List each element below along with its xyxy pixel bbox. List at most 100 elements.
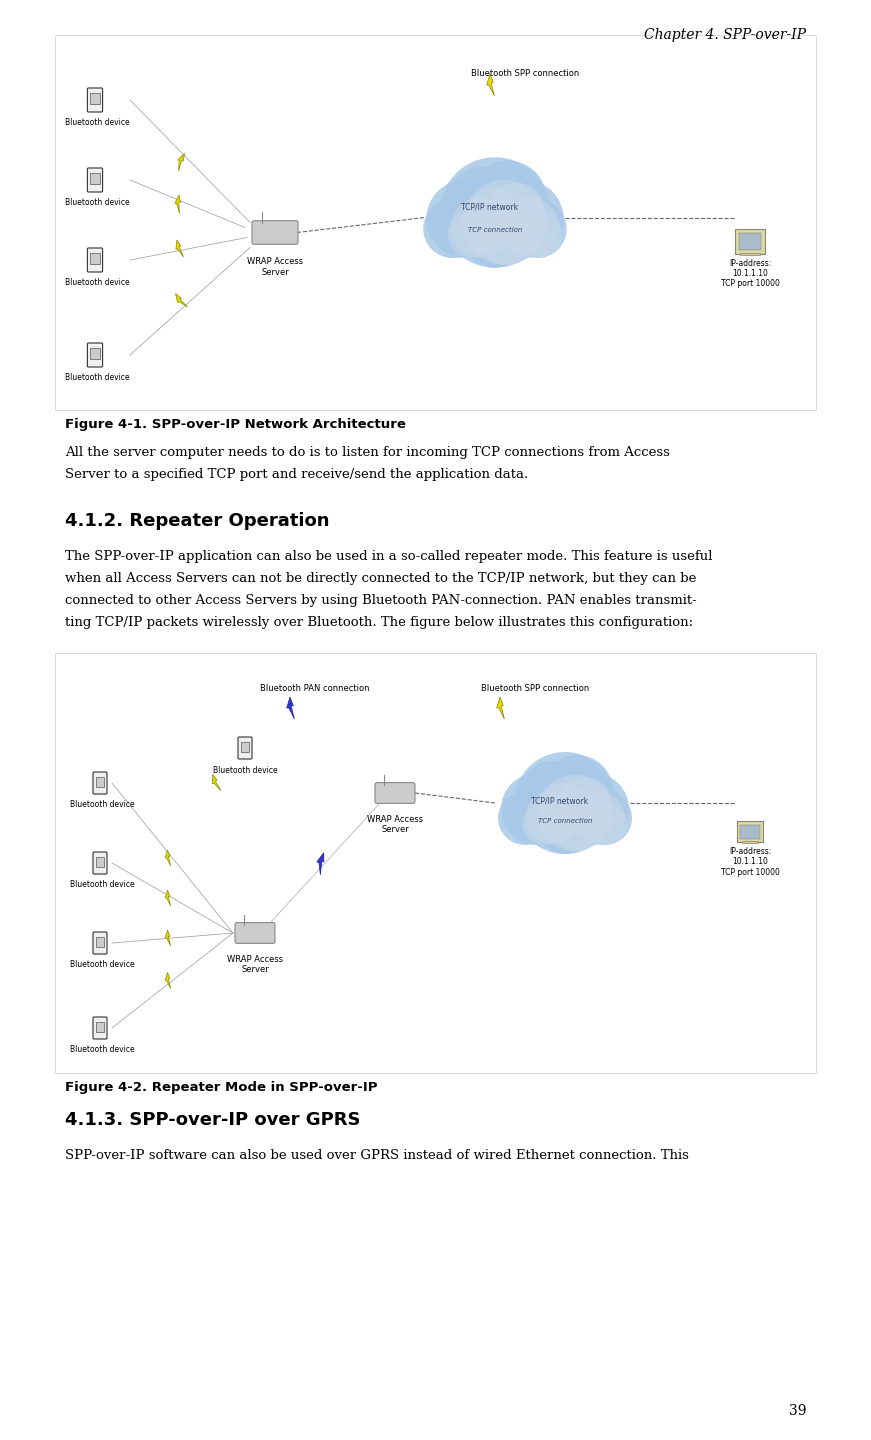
Polygon shape	[165, 972, 171, 988]
Ellipse shape	[517, 213, 563, 258]
Ellipse shape	[557, 773, 629, 845]
Ellipse shape	[498, 791, 552, 845]
Ellipse shape	[450, 197, 510, 258]
Text: Bluetooth device: Bluetooth device	[64, 373, 129, 382]
Polygon shape	[165, 930, 171, 946]
Text: Figure 4-1. SPP-over-IP Network Architecture: Figure 4-1. SPP-over-IP Network Architec…	[65, 418, 406, 431]
Text: WRAP Access
Server: WRAP Access Server	[227, 955, 283, 975]
FancyBboxPatch shape	[375, 782, 415, 804]
FancyBboxPatch shape	[93, 1017, 107, 1040]
Ellipse shape	[448, 213, 492, 258]
Bar	[740, 252, 760, 255]
FancyBboxPatch shape	[87, 88, 103, 112]
Polygon shape	[165, 890, 171, 906]
Ellipse shape	[552, 806, 598, 851]
Ellipse shape	[541, 782, 590, 831]
Ellipse shape	[463, 203, 528, 268]
Polygon shape	[175, 194, 180, 213]
Ellipse shape	[535, 793, 595, 854]
Bar	[96, 857, 105, 867]
FancyBboxPatch shape	[737, 821, 763, 842]
Text: connected to other Access Servers by using Bluetooth PAN-connection. PAN enables: connected to other Access Servers by usi…	[65, 593, 697, 608]
Bar	[91, 94, 99, 105]
Text: TCP connection: TCP connection	[537, 818, 592, 824]
Polygon shape	[178, 154, 185, 171]
Text: 4.1.2. Repeater Operation: 4.1.2. Repeater Operation	[65, 513, 329, 530]
Text: Bluetooth device: Bluetooth device	[70, 880, 134, 888]
Ellipse shape	[440, 157, 550, 268]
Bar	[740, 825, 760, 840]
Text: Bluetooth device: Bluetooth device	[70, 1045, 134, 1054]
Text: WRAP Access
Server: WRAP Access Server	[367, 815, 423, 834]
Bar	[91, 173, 99, 184]
FancyBboxPatch shape	[87, 248, 103, 272]
Text: TCP/IP network: TCP/IP network	[462, 203, 518, 212]
FancyBboxPatch shape	[93, 852, 107, 874]
Ellipse shape	[557, 778, 611, 831]
Text: when all Access Servers can not be directly connected to the TCP/IP network, but: when all Access Servers can not be direc…	[65, 572, 697, 585]
Polygon shape	[487, 73, 495, 96]
Bar	[240, 742, 249, 752]
Ellipse shape	[480, 215, 530, 265]
Bar	[741, 841, 759, 844]
Text: Bluetooth device: Bluetooth device	[64, 118, 129, 127]
Ellipse shape	[571, 791, 625, 844]
Text: Bluetooth SPP connection: Bluetooth SPP connection	[481, 684, 589, 693]
Ellipse shape	[467, 187, 522, 242]
Ellipse shape	[587, 804, 628, 844]
Text: TCP/IP network: TCP/IP network	[531, 796, 589, 805]
Text: Bluetooth device: Bluetooth device	[70, 960, 134, 969]
Text: IP-address:
10.1.1.10
TCP port 10000: IP-address: 10.1.1.10 TCP port 10000	[720, 259, 780, 288]
FancyBboxPatch shape	[93, 772, 107, 793]
Bar	[55, 652, 816, 1073]
Bar	[96, 937, 105, 948]
Text: WRAP Access
Server: WRAP Access Server	[247, 258, 303, 276]
Polygon shape	[176, 240, 184, 256]
FancyBboxPatch shape	[87, 343, 103, 367]
Bar	[55, 35, 816, 410]
Ellipse shape	[485, 183, 545, 242]
Ellipse shape	[486, 180, 564, 258]
Polygon shape	[213, 775, 221, 791]
Text: Server to a specified TCP port and receive/send the application data.: Server to a specified TCP port and recei…	[65, 468, 528, 481]
Ellipse shape	[537, 775, 613, 851]
Text: 39: 39	[788, 1404, 806, 1418]
Text: Chapter 4. SPP-over-IP: Chapter 4. SPP-over-IP	[644, 27, 806, 42]
FancyBboxPatch shape	[252, 220, 298, 245]
Text: ting TCP/IP packets wirelessly over Bluetooth. The figure below illustrates this: ting TCP/IP packets wirelessly over Blue…	[65, 616, 693, 629]
Text: SPP-over-IP software can also be used over GPRS instead of wired Ethernet connec: SPP-over-IP software can also be used ov…	[65, 1149, 689, 1162]
Polygon shape	[165, 850, 171, 865]
Bar	[96, 1022, 105, 1032]
Text: TCP connection: TCP connection	[468, 228, 523, 233]
Bar	[91, 348, 99, 360]
Bar	[91, 253, 99, 265]
Ellipse shape	[469, 160, 547, 239]
FancyBboxPatch shape	[87, 168, 103, 192]
Ellipse shape	[514, 752, 616, 854]
Text: 4.1.3. SPP-over-IP over GPRS: 4.1.3. SPP-over-IP over GPRS	[65, 1112, 361, 1129]
FancyBboxPatch shape	[235, 923, 275, 943]
Text: The SPP-over-IP application can also be used in a so-called repeater mode. This : The SPP-over-IP application can also be …	[65, 550, 712, 563]
FancyBboxPatch shape	[93, 932, 107, 953]
Ellipse shape	[509, 200, 567, 258]
Text: Bluetooth device: Bluetooth device	[64, 278, 129, 287]
Ellipse shape	[499, 197, 559, 258]
Polygon shape	[496, 697, 504, 719]
Ellipse shape	[501, 773, 573, 845]
Text: Bluetooth device: Bluetooth device	[213, 766, 277, 775]
FancyBboxPatch shape	[238, 737, 252, 759]
Text: Bluetooth device: Bluetooth device	[64, 197, 129, 207]
Ellipse shape	[525, 791, 579, 844]
Text: Bluetooth SPP connection: Bluetooth SPP connection	[471, 69, 579, 78]
Ellipse shape	[578, 791, 632, 845]
Polygon shape	[287, 697, 294, 719]
Text: Figure 4-2. Repeater Mode in SPP-over-IP: Figure 4-2. Repeater Mode in SPP-over-IP	[65, 1081, 377, 1094]
FancyBboxPatch shape	[735, 229, 765, 253]
Polygon shape	[317, 852, 324, 876]
Ellipse shape	[447, 167, 518, 239]
Ellipse shape	[541, 755, 613, 827]
Text: IP-address:
10.1.1.10
TCP port 10000: IP-address: 10.1.1.10 TCP port 10000	[720, 847, 780, 877]
Ellipse shape	[520, 760, 586, 827]
Ellipse shape	[423, 200, 482, 258]
Text: All the server computer needs to do is to listen for incoming TCP connections fr: All the server computer needs to do is t…	[65, 446, 670, 459]
